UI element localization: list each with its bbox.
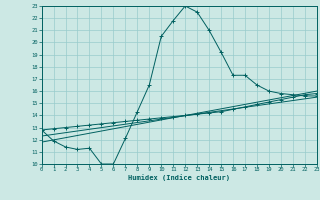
X-axis label: Humidex (Indice chaleur): Humidex (Indice chaleur) [128,175,230,181]
